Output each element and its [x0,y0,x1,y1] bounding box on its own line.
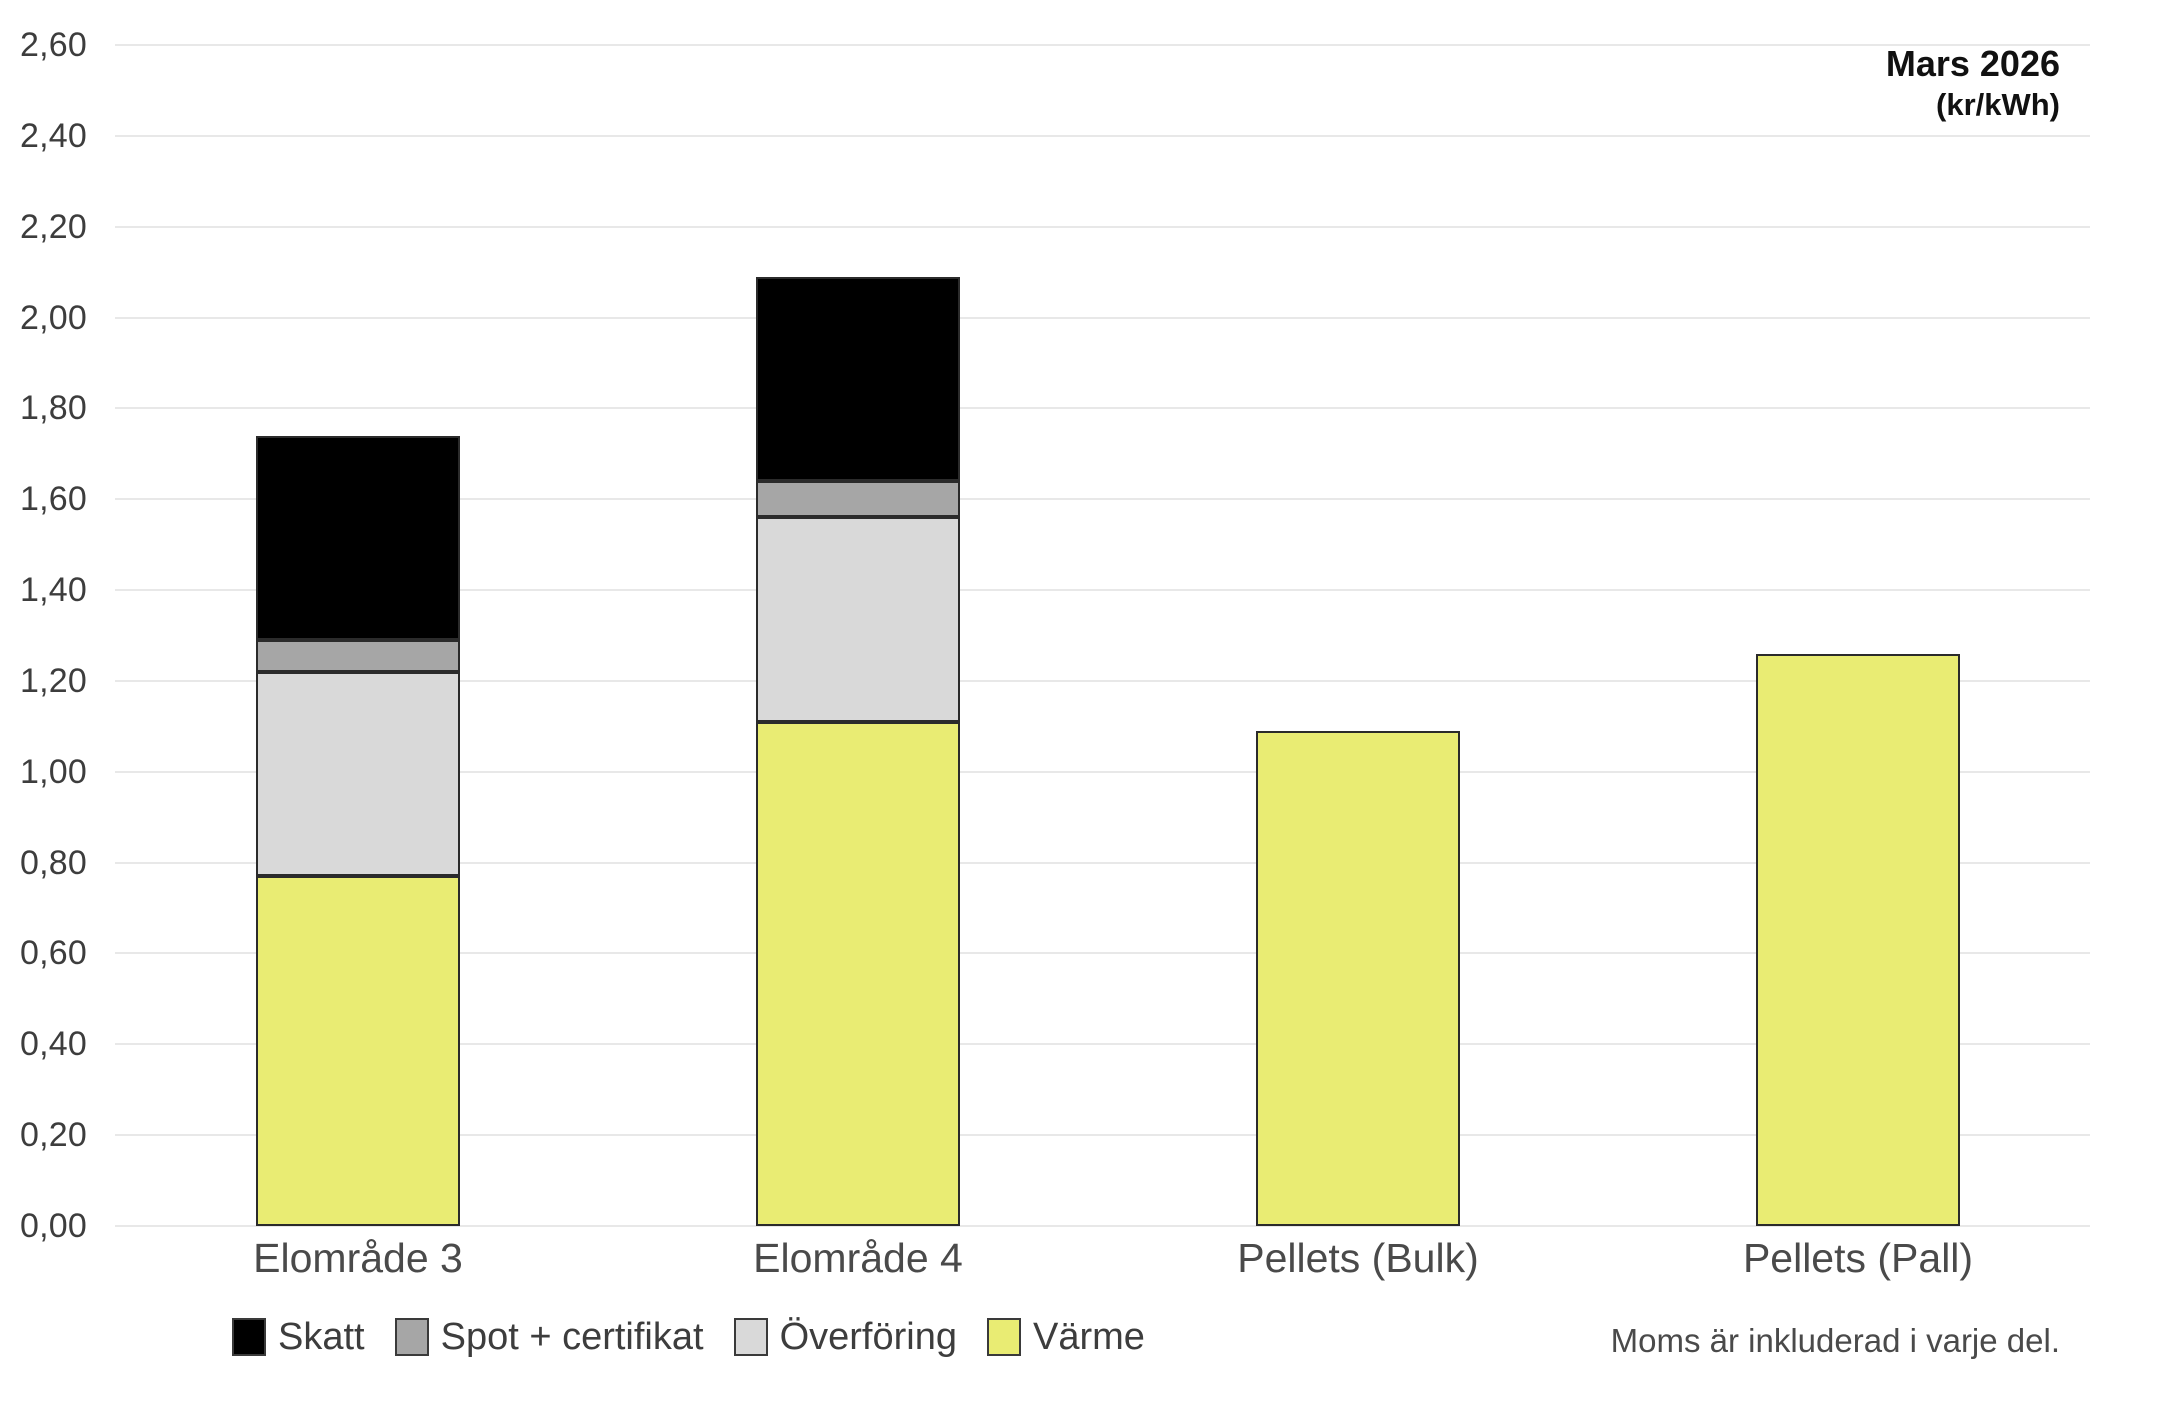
gridline [115,1043,2090,1046]
legend-label: Spot + certifikat [440,1316,704,1358]
gridline [115,316,2090,319]
legend-item[interactable]: Spot + certifikat [394,1316,704,1358]
annotation-period: Mars 2026 [1885,43,2060,84]
legend-label: Värme [1032,1316,1145,1358]
gridline [115,1225,2090,1227]
category-label: Pellets (Pall) [1742,1235,1974,1281]
y-tick-label: 1,40 [20,571,87,610]
y-tick-label: 1,20 [20,661,87,700]
legend-item[interactable]: Skatt [232,1318,365,1356]
gridline [115,952,2090,955]
legend-item[interactable]: Värme [986,1316,1145,1358]
y-tick-label: 2,20 [20,207,87,246]
y-tick-label: 2,00 [20,298,87,337]
legend-swatch-icon [232,1318,266,1356]
gridline [115,498,2090,501]
y-tick-label: 1,00 [20,752,87,791]
y-tick-label: 0,80 [20,843,87,882]
y-tick-label: 2,40 [20,116,87,155]
annotation-unit: (kr/kWh) [1936,86,2060,122]
y-tick-label: 2,60 [20,26,87,64]
bar-segment[interactable] [256,671,460,877]
chart-footnote: Moms är inkluderad i varje del. [1610,1322,2060,1359]
gridline [115,1134,2090,1137]
legend-swatch-icon [733,1318,768,1356]
category-label: Pellets (Bulk) [1237,1235,1479,1281]
gridline [115,679,2090,682]
bar-segment[interactable] [256,640,460,672]
gridline [115,225,2090,228]
bar-segment[interactable] [256,435,460,641]
y-tick-label: 0,60 [20,934,87,973]
legend-swatch-icon [394,1318,429,1356]
gridline [115,407,2090,410]
plot-area [115,44,2090,1227]
legend-label: Överföring [779,1316,957,1358]
bar-segment[interactable] [1256,730,1460,1226]
y-tick-label: 0,20 [20,1116,87,1155]
bar-segment[interactable] [756,721,960,1226]
gridline [115,861,2090,864]
gridline [115,134,2090,137]
bar-segment[interactable] [756,276,960,482]
bar-segment[interactable] [1756,653,1960,1226]
bar-segment[interactable] [756,481,960,518]
y-tick-label: 1,80 [20,389,87,428]
gridline [115,589,2090,592]
chart-annotation: Mars 2026 (kr/kWh) [1886,42,2060,124]
category-label: Elområde 3 [253,1235,463,1281]
bar-segment[interactable] [756,517,960,722]
gridline [115,770,2090,773]
legend-label: Skatt [278,1316,365,1358]
y-tick-label: 1,60 [20,480,87,519]
bar-segment[interactable] [256,876,460,1226]
y-tick-label: 0,00 [20,1207,87,1245]
legend-swatch-icon [986,1318,1021,1356]
legend-item[interactable]: Överföring [733,1316,957,1358]
y-tick-label: 0,40 [20,1025,87,1064]
category-label: Elområde 4 [753,1235,963,1281]
chart-legend: Skatt Spot + certifikat Överföring Värme [232,1318,1175,1356]
gridline [115,44,2090,46]
